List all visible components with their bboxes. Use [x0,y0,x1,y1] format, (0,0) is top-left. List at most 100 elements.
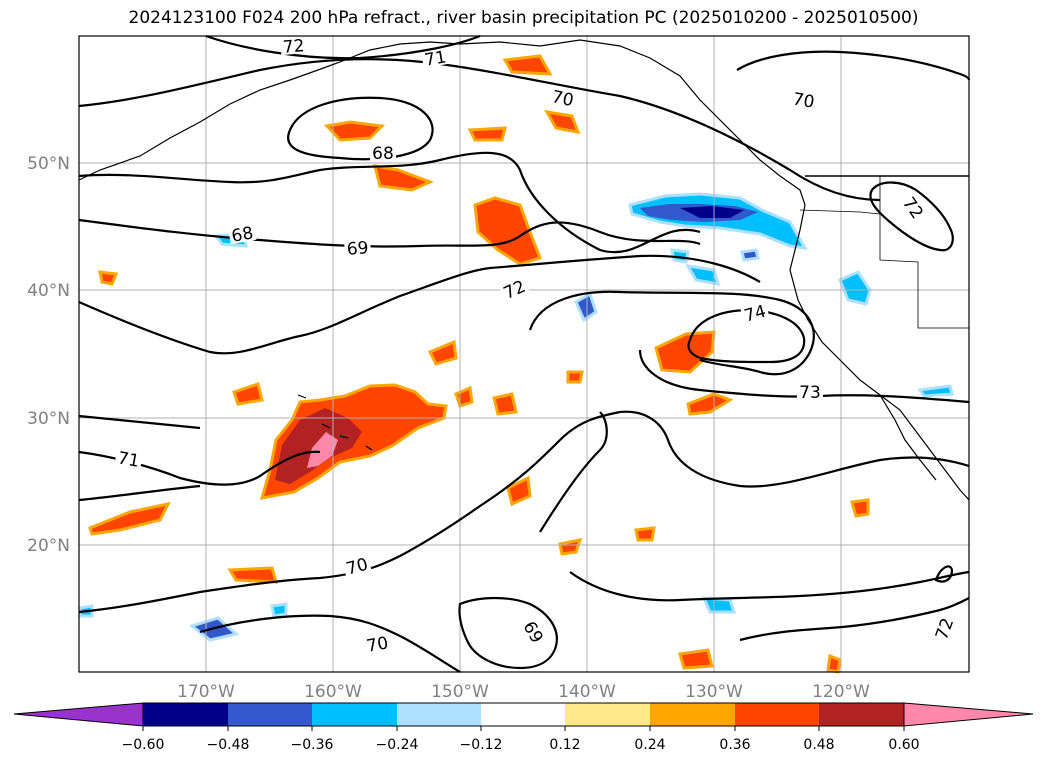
positive-pc-peak [307,432,338,468]
positive-pc-region [492,392,518,416]
contour-line [458,596,558,670]
positive-pc-region [558,538,583,556]
negative-pc-region [574,291,598,323]
contour-label-bg [499,276,530,303]
colorbar-frame [142,702,905,727]
latitude-labels: 50°N 40°N 30°N 20°N [27,154,70,556]
contour-label-bg [370,145,396,161]
contour-label: 70 [365,633,390,656]
contour-label: 68 [230,223,255,246]
positive-pc-region [324,120,386,142]
contour-line [205,34,481,60]
lon-label: 170°W [177,682,235,702]
negative-pc-region [701,596,737,614]
colorbar-segment [228,703,312,726]
colorbar-tick-label: −0.48 [207,737,250,753]
baja-coast [879,394,937,481]
colorbar-segment [397,703,481,726]
colorbar-tick-label: −0.60 [122,737,165,753]
positive-pc-region [98,270,119,286]
positive-pc-region [634,526,656,542]
colorbar-segment [565,703,650,726]
positive-pc-region [473,196,542,266]
positive-pc-region [506,475,532,507]
colorbar-segment [819,703,904,726]
map-frame [78,35,970,673]
colorbar-tick-label: −0.24 [376,737,419,753]
colorbar-segment [481,703,565,726]
colorbar-tick-label: −0.36 [291,737,334,753]
positive-pc-region [678,648,714,670]
contour-label: 70 [791,89,816,112]
contour-label: 71 [423,47,448,70]
lat-label: 20°N [27,536,70,556]
positive-pc-region [427,339,458,366]
contour-label: 70 [550,87,575,111]
negative-pc-region [685,264,721,286]
contour-line [739,597,970,642]
hawaii-islands [297,394,373,451]
positive-pc-region [850,498,870,518]
negative-pc-region [838,270,872,306]
colorbar-segment [143,703,228,726]
contour-line [78,58,881,202]
contour-line [78,414,201,430]
negative-pc-region [270,602,288,618]
contour-label-bg [932,613,957,644]
contour-line [78,484,201,502]
colorbar-tick-label: 0.48 [803,737,834,753]
positive-pc-region [88,501,171,536]
contour-line [687,308,806,364]
map-title: 2024123100 F024 200 hPa refract., river … [128,8,919,28]
longitude-labels: 170°W 160°W 150°W 140°W 130°W 120°W [177,682,870,702]
contour-label: 72 [282,36,305,58]
positive-pc-region [227,566,279,584]
contour-line [78,218,701,248]
contour-line [199,614,461,673]
contour-line [539,411,608,533]
lon-label: 150°W [431,682,489,702]
contour-line [736,50,971,81]
contour-line [638,349,970,404]
lat-label: 30°N [27,409,70,429]
positive-pc-region [232,382,264,406]
negative-pc-region [740,248,760,262]
colorbar-segment [312,703,397,726]
colorbar-tick-label: 0.36 [719,737,750,753]
contour-label-bg [789,89,818,111]
positive-pc-region [467,126,507,142]
colorbar-tick-label: 0.24 [634,737,665,753]
colorbar-tick-label: 0.60 [888,737,919,753]
contour-label-bg [344,238,372,258]
contour-label-bg [740,302,770,325]
colorbar-extend-high [903,702,1034,727]
contour-label: 73 [799,383,821,403]
contour-label-bg [899,192,928,223]
lon-label: 140°W [558,682,616,702]
contour-label-bg [114,448,143,470]
refractivity-contours [78,34,971,673]
lat-label: 40°N [27,281,70,301]
contour-label-bg [280,36,308,56]
lat-label: 50°N [27,154,70,174]
contour-label-bg [520,616,547,648]
colorbar: −0.60 −0.48 −0.36 −0.24 −0.12 0.12 0.24 0.36 0.4… [13,702,1034,753]
positive-pc-region [566,370,584,384]
positive-pc-region [372,164,434,192]
contour-label-bg [421,47,450,69]
contour-label-bg [797,384,823,400]
contour-line [528,290,815,376]
contour-line [78,151,701,254]
contour-line [569,570,970,602]
lon-label: 120°W [812,682,870,702]
state-border [799,209,881,215]
lon-label: 130°W [685,682,743,702]
contour-label: 69 [346,238,369,260]
lon-label: 160°W [304,682,362,702]
contour-label-bg [342,555,372,578]
contour-line [287,96,434,161]
contour-line [869,181,954,252]
positive-pc-region [654,330,716,374]
colorbar-extend-low [13,702,144,727]
